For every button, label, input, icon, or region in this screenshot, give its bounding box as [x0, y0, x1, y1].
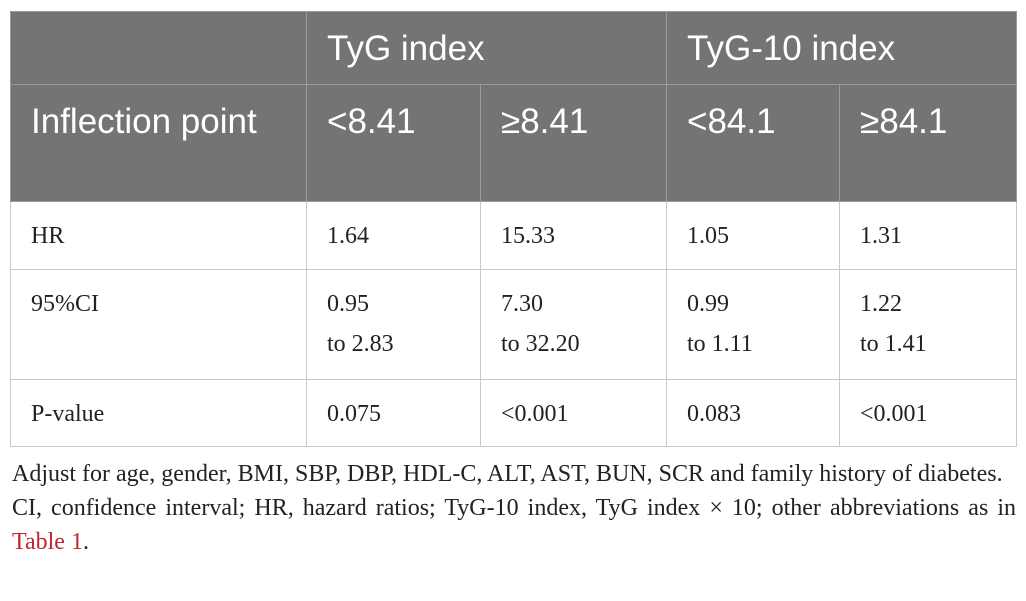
table-row-ci: 95%CI 0.95 to 2.83 7.30 to 32.20 0.99 to…	[10, 269, 1018, 380]
ci-upper-tyg-above: to 32.20	[501, 331, 580, 357]
ci-lower-tyg-below: 0.95	[327, 291, 369, 317]
table-row-hr: HR 1.64 15.33 1.05 1.31	[10, 201, 1018, 270]
row-label-ci: 95%CI	[10, 269, 307, 380]
footnote-adjustment: Adjust for age, gender, BMI, SBP, DBP, H…	[12, 461, 1003, 487]
ci-lower-tyg-above: 7.30	[501, 291, 543, 317]
ci-upper-tyg-below: to 2.83	[327, 331, 394, 357]
pvalue-tyg-above: <0.001	[479, 379, 668, 447]
ci-upper-tyg10-above: to 1.41	[860, 331, 927, 357]
hr-value-tyg10-below: 1.05	[666, 201, 841, 270]
hr-value-tyg-below: 1.64	[306, 201, 481, 270]
footnote-abbreviations: CI, confidence interval; HR, hazard rati…	[12, 491, 1016, 559]
ci-value-tyg-above: 7.30 to 32.20	[479, 269, 668, 380]
header-row-groups: TyG index TyG-10 index	[10, 11, 1018, 85]
header-group-tyg10: TyG-10 index	[666, 11, 1018, 85]
table-1-link[interactable]: Table 1	[12, 529, 83, 555]
header-inflection-point: Inflection point	[10, 84, 307, 202]
table-row-pvalue: P-value 0.075 <0.001 0.083 <0.001	[10, 379, 1018, 447]
table-header: TyG index TyG-10 index Inflection point …	[10, 11, 1018, 202]
ci-value-tyg10-below: 0.99 to 1.11	[666, 269, 841, 380]
pvalue-tyg-below: 0.075	[306, 379, 481, 447]
results-table: TyG index TyG-10 index Inflection point …	[10, 11, 1018, 447]
ci-value-tyg-below: 0.95 to 2.83	[306, 269, 481, 380]
pvalue-tyg10-above: <0.001	[839, 379, 1018, 447]
header-threshold-tyg-above: ≥8.41	[479, 84, 668, 202]
hr-value-tyg10-above: 1.31	[839, 201, 1018, 270]
ci-value-tyg10-above: 1.22 to 1.41	[839, 269, 1018, 380]
header-corner-cell	[10, 11, 307, 85]
footnote-abbreviations-end: .	[82, 529, 89, 555]
header-threshold-tyg10-below: <84.1	[666, 84, 841, 202]
header-threshold-tyg-below: <8.41	[306, 84, 481, 202]
ci-lower-tyg10-above: 1.22	[860, 291, 903, 317]
pvalue-tyg10-below: 0.083	[666, 379, 841, 447]
row-label-pvalue: P-value	[10, 379, 307, 447]
row-label-hr: HR	[10, 201, 307, 270]
table-footnotes: Adjust for age, gender, BMI, SBP, DBP, H…	[12, 457, 1016, 559]
header-row-thresholds: Inflection point <8.41 ≥8.41 <84.1 ≥84.1	[10, 84, 1018, 202]
table-body: HR 1.64 15.33 1.05 1.31 95%CI 0.95 to 2.…	[10, 201, 1018, 447]
header-group-tyg: TyG index	[305, 11, 668, 85]
footnote-abbreviations-text: CI, confidence interval; HR, hazard rati…	[12, 495, 1016, 521]
hr-value-tyg-above: 15.33	[479, 201, 668, 270]
ci-upper-tyg10-below: to 1.11	[687, 331, 753, 357]
ci-lower-tyg10-below: 0.99	[687, 291, 730, 317]
header-threshold-tyg10-above: ≥84.1	[839, 84, 1018, 202]
